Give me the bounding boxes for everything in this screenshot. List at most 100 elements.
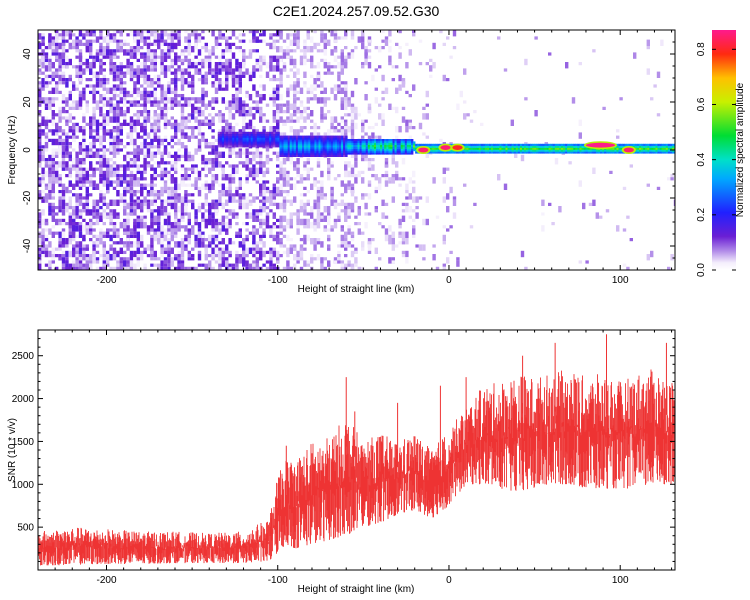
spectrogram-noise-cell [150, 244, 154, 251]
spectrogram-noise-cell [262, 58, 266, 62]
spectrogram-noise-cell [102, 135, 106, 142]
spectrogram-noise-cell [344, 254, 348, 258]
spectrogram-band-cell [289, 151, 293, 154]
spectrogram-noise-cell [361, 170, 365, 174]
spectrogram-noise-cell [82, 183, 86, 187]
spectrogram-noise-cell [41, 58, 45, 62]
spectrogram-band-cell [390, 139, 393, 142]
spectrogram-band-cell [324, 147, 328, 150]
spectrogram-noise-cell [184, 244, 188, 251]
spectrogram-noise-cell [160, 158, 164, 165]
spectrogram-noise-cell [252, 65, 256, 72]
spectrogram-noise-cell [259, 33, 263, 37]
spectrogram-noise-cell [153, 209, 157, 213]
spectrogram-noise-cell [225, 46, 229, 50]
spectrogram-band-cell [404, 139, 408, 142]
spectrogram-band-cell [497, 151, 500, 154]
spectrogram-noise-cell [41, 196, 45, 203]
spectrogram-noise-cell [140, 36, 144, 40]
spectrogram-noise-cell [201, 167, 205, 171]
spectrogram-band-cell [279, 145, 282, 148]
spectrogram-noise-cell [361, 65, 365, 69]
spectrogram-noise-cell [72, 164, 76, 168]
spectrogram-noise-cell [163, 174, 168, 178]
spectrogram-noise-cell [259, 241, 263, 245]
spectrogram-band-cell [250, 141, 254, 144]
spectrogram-noise-cell [221, 190, 225, 194]
spectrogram-noise-cell [316, 126, 321, 130]
spectrogram-band-cell [359, 142, 362, 145]
spectrogram-noise-cell [259, 65, 263, 72]
spectrogram-noise-cell [129, 231, 134, 235]
spectrogram-noise-cell [276, 186, 280, 194]
spectrogram-noise-cell [75, 225, 79, 232]
spectrogram-band-cell [552, 147, 556, 150]
spectrogram-noise-cell [116, 132, 120, 139]
spectrogram-noise-cell [133, 190, 137, 194]
spectrogram-noise-cell [140, 142, 144, 149]
spectrogram-noise-cell [187, 167, 191, 171]
spectrogram-noise-cell [55, 97, 59, 101]
spectrogram-noise-cell [282, 266, 287, 270]
spectrogram-noise-cell [262, 94, 266, 101]
spectrogram-noise-cell [109, 254, 113, 261]
spectrogram-band-cell [400, 139, 404, 142]
spectrogram-noise-cell [242, 39, 246, 43]
spectrogram-band-cell [464, 147, 467, 150]
spectrogram-noise-cell [75, 222, 79, 226]
spectrogram-noise-cell [95, 151, 100, 158]
spectrogram-noise-cell [201, 36, 205, 40]
spectrogram-noise-cell [61, 145, 66, 152]
spectrogram-noise-cell [242, 244, 246, 251]
spectrogram-band-cell [540, 147, 543, 150]
spectrogram-noise-cell [299, 206, 304, 213]
spectrogram-noise-cell [51, 225, 55, 229]
spectrogram-noise-cell [68, 196, 72, 200]
spectrogram-noise-cell [238, 228, 242, 235]
spectrogram-noise-cell [38, 193, 42, 200]
spectrogram-noise-cell [140, 222, 144, 229]
spectrogram-noise-cell [106, 257, 110, 264]
spectrogram-band-cell [550, 145, 554, 148]
spectrogram-noise-cell [197, 132, 202, 136]
spectrogram-noise-cell [293, 119, 297, 123]
spectrogram-band-cell [371, 140, 375, 144]
spectrogram-noise-cell [157, 222, 161, 226]
spectrogram-noise-cell [184, 46, 188, 50]
spectrogram-noise-cell [197, 231, 202, 238]
spectrogram-noise-cell [157, 174, 161, 178]
spectrogram-noise-cell [242, 33, 246, 37]
spectrogram-noise-cell [41, 218, 45, 226]
spectrogram-noise-cell [218, 202, 222, 206]
spectrogram-noise-cell [119, 222, 123, 229]
spectrogram-noise-cell [119, 138, 123, 142]
spectrogram-noise-cell [208, 167, 212, 174]
spectrogram-band-cell [217, 145, 221, 148]
spectrogram-noise-cell [170, 71, 174, 75]
spectrogram-noise-cell [112, 65, 117, 72]
spectrogram-noise-cell [174, 135, 178, 139]
spectrogram-noise-cell [221, 225, 225, 232]
spectrogram-noise-cell [310, 238, 314, 245]
spectrogram-noise-cell [55, 170, 59, 174]
spectrogram-noise-cell [58, 247, 62, 251]
spectrogram-noise-cell [140, 164, 144, 168]
spectrogram-band-cell [217, 137, 221, 140]
spectrogram-noise-cell [405, 190, 409, 194]
spectrogram-noise-cell [364, 222, 368, 229]
spectrogram-band-cell [351, 152, 354, 155]
spectrogram-noise-cell [374, 266, 378, 270]
spectrogram-noise-cell [136, 164, 140, 171]
spectrogram-noise-cell [286, 49, 290, 53]
spectrogram-band-cell [308, 154, 311, 157]
spectrogram-noise-cell [72, 244, 76, 251]
spectrogram-band-cell [312, 141, 315, 144]
spectrogram-noise-cell [378, 257, 382, 261]
spectrogram-noise-cell [167, 244, 171, 251]
spectrogram-band-cell [300, 143, 303, 146]
spectrogram-noise-cell [44, 52, 49, 56]
spectrogram-noise-cell [61, 36, 66, 40]
spectrogram-noise-cell [92, 119, 96, 126]
spectrogram-noise-cell [102, 46, 106, 53]
